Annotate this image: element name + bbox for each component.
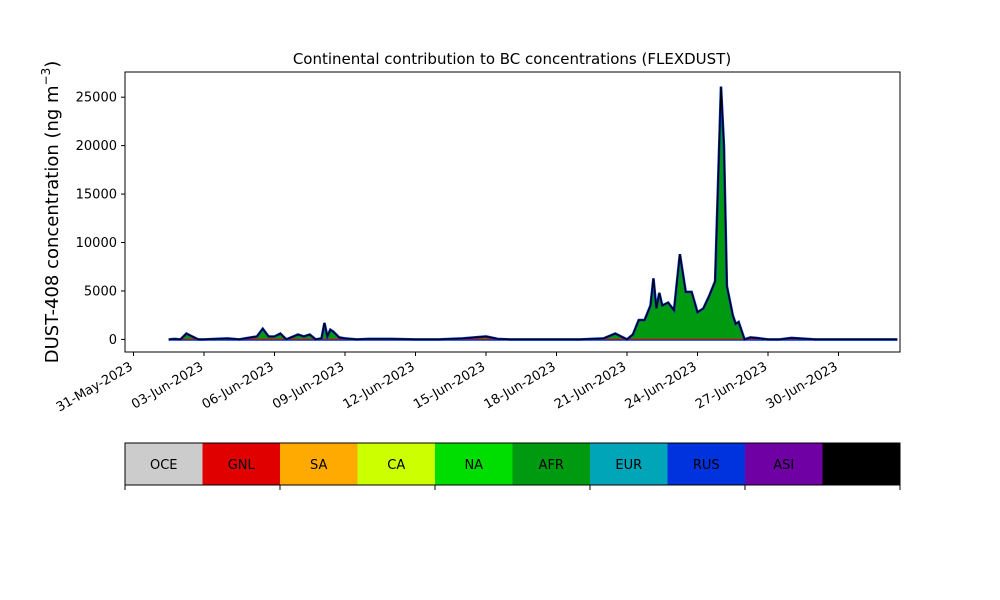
legend-swatch-aus bbox=[822, 443, 901, 485]
legend-swatch-eur bbox=[590, 443, 668, 485]
x-tick-label: 03-Jun-2023 bbox=[129, 359, 206, 412]
legend-label-asi: ASI bbox=[773, 458, 794, 473]
legend-swatch-afr bbox=[512, 443, 591, 485]
x-tick-label: 27-Jun-2023 bbox=[693, 359, 770, 412]
x-tick-label: 06-Jun-2023 bbox=[200, 359, 277, 412]
legend-swatch-sa bbox=[280, 443, 358, 485]
x-tick-label: 30-Jun-2023 bbox=[764, 359, 841, 412]
plot-frame bbox=[124, 71, 901, 353]
legend-label-eur: EUR bbox=[615, 458, 642, 473]
legend-label-oce: OCE bbox=[150, 458, 178, 473]
y-axis: 0 5000 10000 15000 20000 25000 bbox=[76, 91, 125, 348]
x-tick-label: 24-Jun-2023 bbox=[623, 359, 700, 412]
x-axis: 31-May-202303-Jun-202306-Jun-202309-Jun-… bbox=[54, 352, 841, 415]
y-tick-label: 0 bbox=[109, 333, 117, 348]
legend-label-rus: RUS bbox=[693, 458, 720, 473]
plot-area bbox=[168, 86, 898, 342]
x-tick-label: 09-Jun-2023 bbox=[270, 359, 347, 412]
y-axis-label-text: DUST-408 concentration (ng m bbox=[42, 85, 63, 363]
legend-label-sa: SA bbox=[310, 458, 327, 473]
x-tick-label: 21-Jun-2023 bbox=[552, 359, 629, 412]
y-axis-label: DUST-408 concentration (ng m−3) bbox=[39, 61, 63, 364]
legend-label-afr: AFR bbox=[539, 458, 564, 473]
series-rus-edge bbox=[168, 86, 898, 342]
legend-label-na: NA bbox=[464, 458, 483, 473]
y-tick-label: 15000 bbox=[76, 188, 117, 203]
x-tick-label: 12-Jun-2023 bbox=[341, 359, 418, 412]
x-tick-label: 15-Jun-2023 bbox=[411, 359, 488, 412]
legend-swatch-na bbox=[435, 443, 513, 485]
series-aus-total-line bbox=[168, 86, 898, 341]
y-tick-label: 25000 bbox=[76, 91, 117, 106]
legend-label-gnl: GNL bbox=[228, 458, 256, 473]
series-afr-area bbox=[168, 86, 898, 340]
x-tick-label: 31-May-2023 bbox=[54, 359, 136, 415]
y-axis-label-exponent: −3 bbox=[39, 68, 53, 86]
y-tick-label: 20000 bbox=[76, 139, 117, 154]
chart-title: Continental contribution to BC concentra… bbox=[293, 50, 731, 68]
legend-swatch-asi bbox=[745, 443, 823, 485]
legend-swatch-gnl bbox=[202, 443, 281, 485]
legend-swatch-rus bbox=[667, 443, 746, 485]
y-axis-label-close: ) bbox=[42, 61, 63, 68]
legend-label-ca: CA bbox=[387, 458, 405, 473]
y-tick-label: 10000 bbox=[76, 236, 117, 251]
legend-label-aus: AUS bbox=[848, 458, 875, 473]
legend-frame bbox=[124, 442, 901, 486]
legend-swatch-oce bbox=[125, 443, 203, 485]
x-tick-label: 18-Jun-2023 bbox=[482, 359, 559, 412]
legend-swatch-ca bbox=[357, 443, 436, 485]
region-legend: OCE GNL SA CA NA AFR EUR RUS ASI AUS bbox=[124, 442, 901, 490]
y-tick-label: 5000 bbox=[84, 284, 117, 299]
